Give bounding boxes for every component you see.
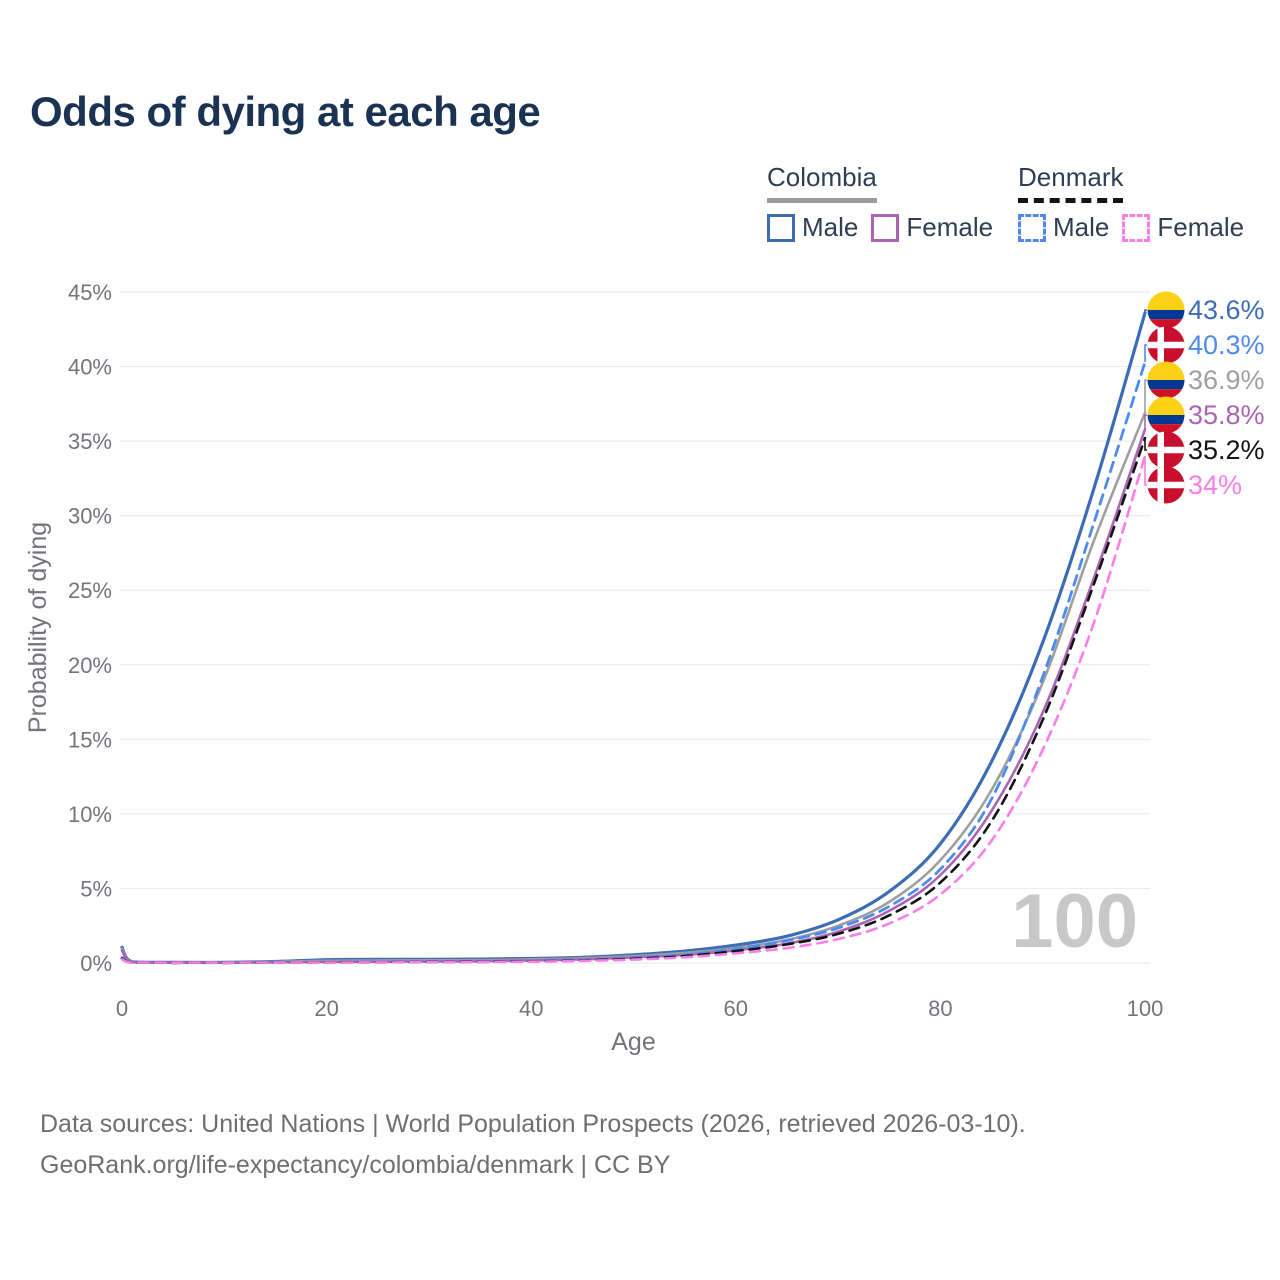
end-label-value-denmark-male: 40.3%: [1188, 330, 1265, 360]
x-tick-label: 100: [1127, 996, 1164, 1021]
series-line-denmark-both: [120, 436, 1147, 965]
gridlines: [120, 291, 1150, 964]
y-tick-label: 20%: [68, 653, 112, 678]
legend-item-colombia-female[interactable]: Female: [871, 212, 993, 243]
y-tick-label: 15%: [68, 727, 112, 752]
denmark-female-swatch-icon: [1122, 213, 1151, 242]
legend-label-denmark-male: Male: [1053, 212, 1110, 242]
y-tick-label: 25%: [68, 578, 112, 603]
legend-item-denmark-female[interactable]: Female: [1122, 212, 1244, 243]
y-tick-label: 10%: [68, 802, 112, 827]
y-tick-label: 0%: [80, 951, 112, 976]
label-connector-colombia-male: [1144, 309, 1147, 313]
label-connector-colombia-both: [1144, 379, 1147, 413]
series-line-colombia-male: [120, 311, 1147, 965]
x-tick-label: 80: [928, 996, 952, 1021]
colombia-female-swatch-icon: [871, 213, 900, 242]
legend-country-colombia[interactable]: Colombia: [767, 162, 877, 203]
series-line-colombia-both: [120, 411, 1147, 964]
legend-label-colombia-female: Female: [906, 212, 994, 242]
series-line-colombia-female: [120, 427, 1147, 964]
footer-line-attribution: GeoRank.org/life-expectancy/colombia/den…: [40, 1151, 671, 1179]
x-tick-label: 60: [724, 996, 748, 1021]
colombia-flag-icon: [1147, 291, 1185, 329]
age-counter-watermark: 100: [1011, 879, 1138, 964]
denmark-male-swatch-icon: [1018, 213, 1046, 242]
label-connector-denmark-male: [1144, 344, 1147, 363]
x-tick-label: 0: [116, 996, 128, 1021]
data-source-footer: Data sources: United Nations | World Pop…: [40, 1104, 1026, 1186]
series-line-denmark-female: [120, 454, 1147, 965]
legend-label-colombia-male: Male: [802, 212, 859, 242]
legend-country-denmark[interactable]: Denmark: [1018, 162, 1124, 203]
colombia-flag-icon: [1147, 396, 1185, 434]
denmark-flag-icon: [1147, 326, 1185, 364]
colombia-flag-icon: [1147, 361, 1185, 399]
end-label-value-colombia-both: 36.9%: [1188, 365, 1265, 395]
end-labels: 43.6% 40.3% 36.9% 35.8% 35.2% 34%: [1144, 291, 1265, 504]
y-tick-label: 30%: [68, 504, 112, 529]
denmark-flag-icon: [1147, 466, 1185, 504]
y-tick-label: 40%: [68, 355, 112, 380]
end-label-value-denmark-both: 35.2%: [1188, 435, 1265, 465]
legend-group-denmark: Denmark Male Female: [1018, 162, 1244, 243]
colombia-male-swatch-icon: [767, 213, 795, 242]
label-connector-denmark-female: [1144, 456, 1147, 486]
label-connector-denmark-both: [1144, 438, 1147, 451]
y-tick-label: 45%: [68, 280, 112, 305]
legend-item-denmark-male[interactable]: Male: [1018, 212, 1109, 243]
end-label-value-colombia-female: 35.8%: [1188, 400, 1265, 430]
x-tick-label: 20: [314, 996, 338, 1021]
end-label-value-colombia-male: 43.6%: [1188, 295, 1265, 325]
x-tick-label: 40: [519, 996, 543, 1021]
y-axis-title: Probability of dying: [24, 522, 52, 733]
y-tick-label: 35%: [68, 429, 112, 454]
series-line-denmark-male: [120, 360, 1147, 965]
y-axis-tick-labels: 0% 5% 10% 15% 20% 25% 30% 35% 40% 45%: [68, 280, 112, 976]
footer-line-sources: Data sources: United Nations | World Pop…: [40, 1110, 1026, 1138]
legend-item-colombia-male[interactable]: Male: [767, 212, 858, 243]
legend-group-colombia: Colombia Male Female: [767, 162, 993, 243]
x-axis-title: Age: [611, 1028, 655, 1056]
end-label-value-denmark-female: 34%: [1188, 470, 1242, 500]
x-axis-tick-labels: 0 20 40 60 80 100: [116, 996, 1163, 1021]
page-title: Odds of dying at each age: [30, 88, 541, 135]
y-tick-label: 5%: [80, 876, 112, 901]
legend-label-denmark-female: Female: [1157, 212, 1245, 242]
denmark-flag-icon: [1147, 431, 1185, 469]
label-connector-colombia-female: [1144, 414, 1147, 430]
series-lines: [120, 311, 1147, 965]
